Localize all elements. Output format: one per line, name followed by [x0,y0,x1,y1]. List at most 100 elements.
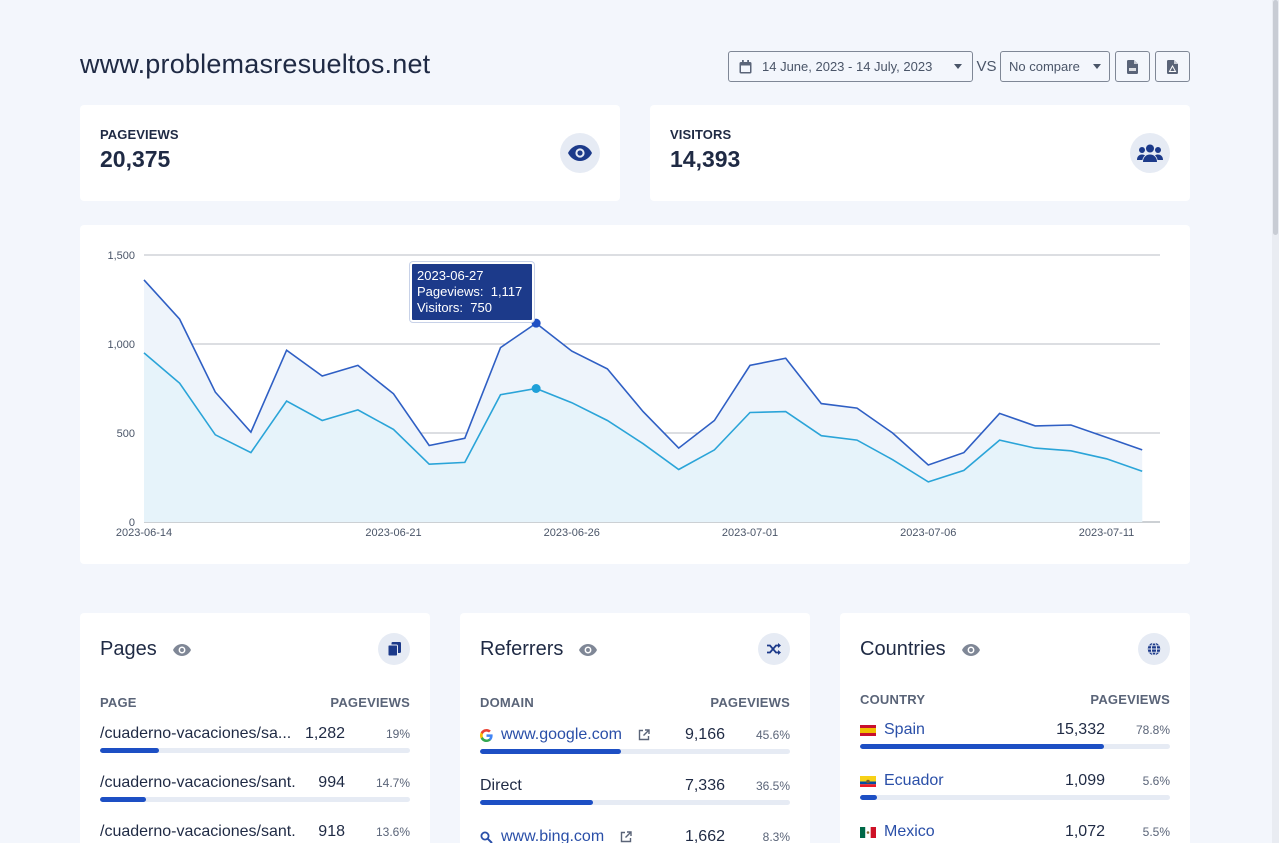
referrers-row-count: 9,166 [684,726,725,743]
y-tick-label: 1,500 [107,250,135,262]
external-link-icon[interactable] [638,729,650,741]
visitors-value: 14,393 [670,146,741,172]
referrers-row-name[interactable]: www.google.com [480,726,650,744]
y-tick-label: 0 [129,517,135,529]
pages-row-count: 994 [318,774,345,791]
countries-row-name[interactable]: Spain [860,721,925,739]
countries-panel: Countries COUNTRY PAGEVIEWS Spain 15,332 7… [840,613,1190,843]
eye-icon[interactable] [579,643,598,656]
visitors-point[interactable] [531,384,541,393]
date-range-label: 14 June, 2023 - 14 July, 2023 [762,59,933,74]
countries-row-count: 1,072 [1064,823,1105,840]
visitors-card: VISITORS 14,393 [650,105,1190,201]
vs-label: VS [976,58,997,75]
visitors-label: VISITORS [670,127,732,142]
traffic-chart-card: 0 500 1,000 1,500 2023-06-14 2023-06-21 2023-0… [80,225,1190,564]
mexico-flag-icon [860,826,876,838]
pages-col-name: PAGE [100,695,137,710]
site-title: www.problemasresueltos.net [80,49,431,79]
referrers-row-percent: 45.6% [755,728,790,742]
pages-row-name[interactable]: /cuaderno-vacaciones/sant... [100,823,296,841]
compare-label: No compare [1009,59,1080,74]
countries-row-count: 1,099 [1064,772,1105,789]
eye-icon[interactable] [172,643,191,656]
y-tick-label: 500 [117,428,135,440]
countries-row-name[interactable]: Mexico [860,823,935,841]
export-csv-button[interactable] [1115,51,1150,82]
globe-icon [1138,633,1170,665]
pageviews-value: 20,375 [100,146,171,172]
referrers-row-bar [480,800,594,805]
x-tick-label: 2023-07-11 [1079,527,1134,539]
countries-col-name: COUNTRY [860,692,926,707]
countries-title: Countries [860,638,946,660]
countries-title-row: Countries [860,638,980,661]
countries-row-bar [860,795,878,800]
referrers-row-percent: 8.3% [762,830,790,843]
date-range-picker[interactable]: 14 June, 2023 - 14 July, 2023 [728,51,973,82]
countries-row-percent: 5.6% [1142,774,1170,788]
tooltip-visitors-value: 750 [470,300,492,315]
referrers-title-row: Referrers [480,638,598,661]
countries-row-name[interactable]: Ecuador [860,772,944,790]
referrers-row-label: Direct [480,777,522,794]
export-pdf-button[interactable] [1155,51,1190,82]
pages-row-name[interactable]: /cuaderno-vacaciones/sant... [100,774,296,792]
pages-row[interactable]: /cuaderno-vacaciones/sa... 1,282 19% [100,725,410,759]
pages-row-name[interactable]: /cuaderno-vacaciones/sa... [100,725,291,743]
referrers-row-bar-track [480,749,790,754]
countries-row[interactable]: Mexico 1,072 5.5% [860,823,1170,843]
pages-row-count: 918 [318,823,345,840]
referrers-row-percent: 36.5% [755,779,790,793]
pages-row-bar-track [100,797,410,802]
tooltip-pageviews-label: Pageviews: [417,284,484,299]
referrers-row-label: www.bing.com [501,828,605,843]
x-tick-label: 2023-06-14 [116,527,172,539]
referrers-row[interactable]: Direct 7,336 36.5% [480,777,790,811]
external-link-icon[interactable] [620,831,632,843]
pages-row-label: /cuaderno-vacaciones/sant... [100,774,296,791]
referrers-row-name[interactable]: www.bing.com [480,828,632,843]
spain-flag-icon [860,724,876,736]
countries-row-percent: 78.8% [1135,723,1170,737]
pages-row[interactable]: /cuaderno-vacaciones/sant... 918 13.6% [100,823,410,843]
x-tick-label: 2023-07-01 [722,527,778,539]
copy-icon [378,633,410,665]
page-scrollbar[interactable] [1272,0,1279,843]
pageviews-point[interactable] [531,318,541,328]
referrers-row-name[interactable]: Direct [480,777,522,795]
referrers-col-name: DOMAIN [480,695,534,710]
traffic-chart[interactable]: 0 500 1,000 1,500 2023-06-14 2023-06-21 2023-0… [80,225,1190,564]
toolbar: 14 June, 2023 - 14 July, 2023 VS No comp… [728,51,1190,82]
countries-row-label: Ecuador [884,772,944,789]
countries-row-bar-track [860,795,1170,800]
visitors-line [143,352,1143,483]
pageviews-label: PAGEVIEWS [100,127,179,142]
chart-tooltip: 2023-06-27 Pageviews: 1,117 Visitors: 75… [410,262,534,322]
pages-row[interactable]: /cuaderno-vacaciones/sant... 994 14.7% [100,774,410,808]
shuffle-icon [758,633,790,665]
eye-icon[interactable] [961,643,980,656]
pages-row-percent: 13.6% [375,825,410,839]
countries-row[interactable]: Ecuador 1,099 5.6% [860,772,1170,806]
compare-select[interactable]: No compare [1000,51,1110,82]
x-tick-label: 2023-06-26 [544,527,600,539]
visitors-area [144,352,1143,522]
tooltip-visitors-row: Visitors: 750 [417,300,527,316]
referrers-row[interactable]: www.bing.com 1,662 8.3% [480,828,790,843]
referrers-row[interactable]: www.google.com 9,166 45.6% [480,726,790,760]
pageviews-line [143,279,1143,466]
chevron-down-icon [1093,64,1101,69]
pages-row-bar-track [100,748,410,753]
pages-panel: Pages PAGE PAGEVIEWS /cuaderno-vacacione… [80,613,430,843]
countries-row-label: Mexico [884,823,935,840]
pages-row-percent: 14.7% [375,776,410,790]
scrollbar-thumb[interactable] [1273,0,1278,235]
referrers-row-count: 1,662 [684,828,725,843]
pages-row-percent: 19% [385,727,410,741]
referrers-row-count: 7,336 [684,777,725,794]
bing-search-icon [480,831,493,843]
countries-row-bar-track [860,744,1170,749]
pages-row-bar [100,797,146,802]
countries-row[interactable]: Spain 15,332 78.8% [860,721,1170,755]
